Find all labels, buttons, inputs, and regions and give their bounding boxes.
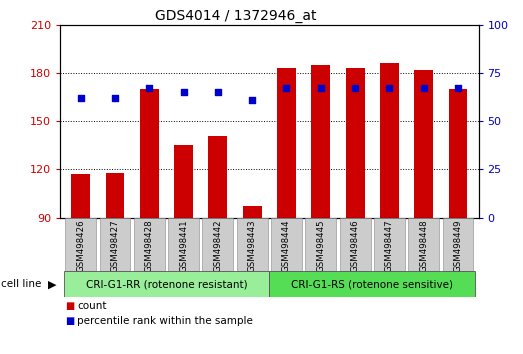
Text: GSM498444: GSM498444	[282, 220, 291, 273]
Text: GSM498449: GSM498449	[453, 220, 462, 272]
Text: GSM498441: GSM498441	[179, 220, 188, 273]
Bar	[311, 65, 330, 218]
Text: GSM498443: GSM498443	[248, 220, 257, 273]
Text: GSM498442: GSM498442	[213, 220, 222, 273]
Bar	[202, 218, 233, 271]
Text: GDS4014 / 1372946_at: GDS4014 / 1372946_at	[155, 9, 316, 23]
Point	[179, 90, 188, 95]
Bar	[140, 89, 159, 218]
Point	[214, 90, 222, 95]
Text: CRI-G1-RR (rotenone resistant): CRI-G1-RR (rotenone resistant)	[86, 279, 247, 289]
Bar	[414, 70, 433, 218]
Point	[385, 86, 394, 91]
Text: GSM498427: GSM498427	[110, 220, 120, 273]
Point	[351, 86, 359, 91]
Bar	[71, 174, 90, 218]
Bar	[269, 271, 475, 297]
Text: ■: ■	[65, 316, 75, 326]
Point	[111, 95, 119, 101]
Text: GSM498445: GSM498445	[316, 220, 325, 273]
Bar	[339, 218, 370, 271]
Point	[454, 86, 462, 91]
Bar	[408, 218, 439, 271]
Bar	[106, 173, 124, 218]
Text: CRI-G1-RS (rotenone sensitive): CRI-G1-RS (rotenone sensitive)	[291, 279, 453, 289]
Bar	[277, 68, 296, 218]
Text: GSM498447: GSM498447	[385, 220, 394, 273]
Bar	[374, 218, 405, 271]
Point	[76, 95, 85, 101]
Bar	[64, 271, 269, 297]
Point	[282, 86, 291, 91]
Bar	[174, 145, 193, 218]
Text: ▶: ▶	[48, 279, 56, 289]
Bar	[305, 218, 336, 271]
Text: ■: ■	[65, 301, 75, 311]
Bar	[442, 218, 473, 271]
Text: GSM498448: GSM498448	[419, 220, 428, 273]
Bar	[134, 218, 165, 271]
Text: GSM498428: GSM498428	[145, 220, 154, 273]
Text: percentile rank within the sample: percentile rank within the sample	[77, 316, 253, 326]
Bar	[449, 89, 468, 218]
Text: count: count	[77, 301, 107, 311]
Bar	[65, 218, 96, 271]
Bar	[99, 218, 130, 271]
Text: GSM498446: GSM498446	[350, 220, 360, 273]
Point	[248, 97, 256, 103]
Point	[316, 86, 325, 91]
Bar	[237, 218, 268, 271]
Bar	[168, 218, 199, 271]
Text: cell line: cell line	[1, 279, 41, 289]
Bar	[346, 68, 365, 218]
Bar	[380, 63, 399, 218]
Bar	[243, 206, 262, 218]
Point	[419, 86, 428, 91]
Point	[145, 86, 153, 91]
Bar	[209, 136, 228, 218]
Bar	[271, 218, 302, 271]
Text: GSM498426: GSM498426	[76, 220, 85, 273]
